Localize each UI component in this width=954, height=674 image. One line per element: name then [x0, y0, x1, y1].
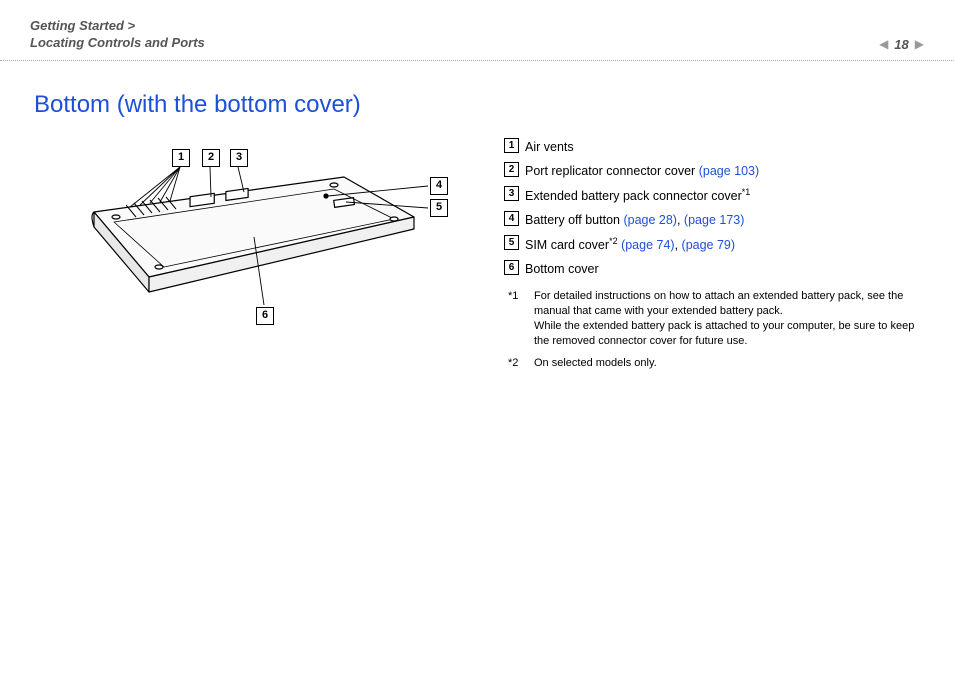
callout-4: 4	[430, 177, 448, 195]
legend-item: 3 Extended battery pack connector cover*1	[504, 185, 924, 206]
page-header: Getting Started > Locating Controls and …	[0, 0, 954, 61]
page-link[interactable]: (page 173)	[684, 213, 744, 227]
legend-superscript: *2	[609, 236, 618, 246]
legend-number-box: 5	[504, 235, 519, 250]
diagram-column: 1 2 3 4 5 6	[34, 137, 474, 380]
footnote: *2 On selected models only.	[508, 356, 924, 371]
legend-text: Extended battery pack connector cover*1	[525, 185, 924, 206]
laptop-bottom-diagram: 1 2 3 4 5 6	[34, 137, 464, 367]
page-title: Bottom (with the bottom cover)	[34, 91, 924, 119]
legend-number-box: 4	[504, 211, 519, 226]
legend-number-box: 3	[504, 186, 519, 201]
footnote-text: On selected models only.	[534, 356, 657, 371]
legend-label: SIM card cover	[525, 238, 609, 252]
callout-5: 5	[430, 199, 448, 217]
callout-6: 6	[256, 307, 274, 325]
legend-label: Extended battery pack connector cover	[525, 189, 742, 203]
page-nav: ◀ 18 ▶	[879, 37, 924, 52]
legend-item: 4 Battery off button (page 28), (page 173…	[504, 210, 924, 230]
legend-text: Port replicator connector cover (page 10…	[525, 161, 924, 181]
legend-text: Bottom cover	[525, 259, 924, 279]
footnote-mark: *2	[508, 356, 524, 371]
legend-text: Air vents	[525, 137, 924, 157]
footnotes: *1For detailed instructions on how to at…	[504, 289, 924, 371]
legend-number-box: 6	[504, 260, 519, 275]
next-page-icon[interactable]: ▶	[915, 37, 924, 51]
callout-2: 2	[202, 149, 220, 167]
footnote-mark: *1	[508, 289, 524, 348]
laptop-svg	[34, 137, 464, 367]
callout-3: 3	[230, 149, 248, 167]
footnote-text: For detailed instructions on how to atta…	[534, 289, 924, 348]
page-link[interactable]: (page 28)	[623, 213, 677, 227]
breadcrumb-line1: Getting Started >	[30, 18, 205, 35]
page-link[interactable]: (page 103)	[699, 164, 759, 178]
legend-list: 1 Air vents 2 Port replicator connector cov…	[504, 137, 924, 279]
footnote: *1For detailed instructions on how to at…	[508, 289, 924, 348]
legend-item: 6 Bottom cover	[504, 259, 924, 279]
page-link[interactable]: (page 74)	[621, 238, 675, 252]
legend-number-box: 2	[504, 162, 519, 177]
legend-column: 1 Air vents 2 Port replicator connector cov…	[504, 137, 924, 380]
page-link[interactable]: (page 79)	[682, 238, 736, 252]
two-column-layout: 1 2 3 4 5 6 1 Air vents 2 Port replicator c…	[34, 137, 924, 380]
legend-superscript: *1	[742, 187, 751, 197]
legend-item: 2 Port replicator connector cover (page 1…	[504, 161, 924, 181]
prev-page-icon[interactable]: ◀	[879, 37, 888, 51]
page-content: Bottom (with the bottom cover)	[0, 61, 954, 380]
legend-item: 5 SIM card cover*2 (page 74), (page 79)	[504, 234, 924, 255]
breadcrumb-line2: Locating Controls and Ports	[30, 35, 205, 52]
legend-text: Battery off button (page 28), (page 173)	[525, 210, 924, 230]
breadcrumb: Getting Started > Locating Controls and …	[30, 18, 205, 52]
callout-1: 1	[172, 149, 190, 167]
legend-item: 1 Air vents	[504, 137, 924, 157]
legend-number-box: 1	[504, 138, 519, 153]
page-number: 18	[894, 37, 908, 52]
legend-label: Air vents	[525, 140, 574, 154]
legend-label: Port replicator connector cover	[525, 164, 699, 178]
legend-text: SIM card cover*2 (page 74), (page 79)	[525, 234, 924, 255]
legend-label: Battery off button	[525, 213, 623, 227]
legend-label: Bottom cover	[525, 262, 599, 276]
